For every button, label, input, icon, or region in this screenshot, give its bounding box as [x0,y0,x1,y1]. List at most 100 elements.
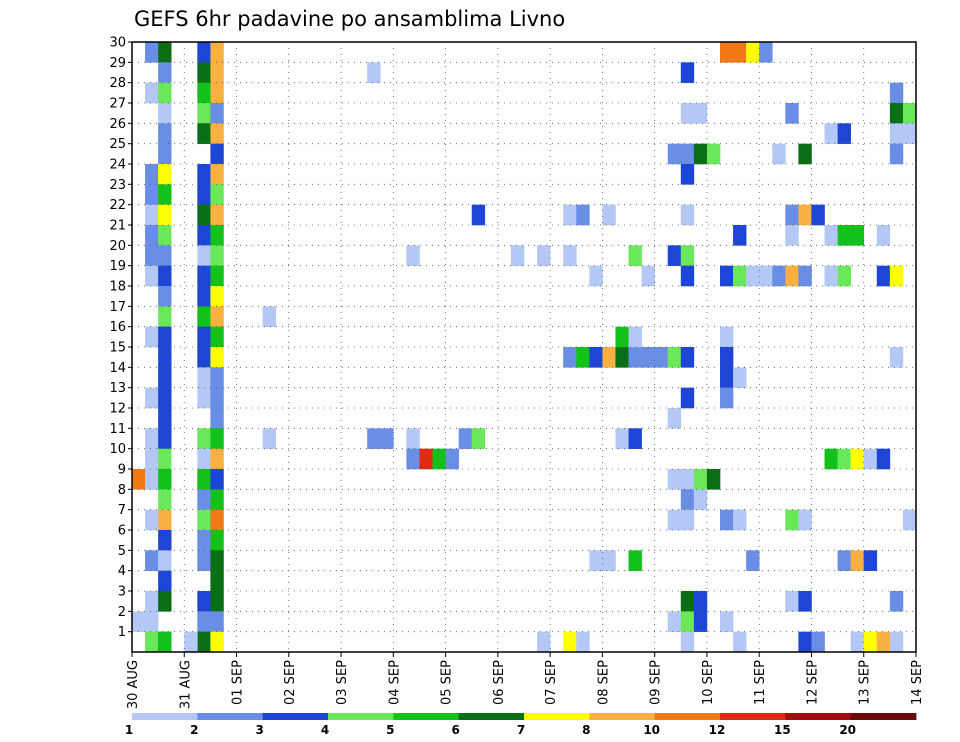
heatmap-cell [863,631,878,653]
y-tick-label: 16 [109,320,126,335]
heatmap-cell [641,265,655,287]
heatmap-cell [197,225,211,246]
heatmap-cell [158,428,172,449]
heatmap-cell [720,367,734,388]
colorbar-swatch [524,713,590,720]
y-tick-label: 2 [118,605,126,620]
colorbar-label: 12 [709,723,726,737]
heatmap-cell [145,326,159,348]
heatmap-cell [785,204,799,226]
heatmap-cell [680,469,695,490]
heatmap-cell [210,469,224,490]
heatmap-cell [197,469,211,490]
y-tick-label: 12 [109,402,126,417]
y-tick-label: 8 [118,483,126,498]
heatmap-cell [210,286,224,307]
heatmap-cell [458,428,473,449]
heatmap-cell [759,265,773,287]
heatmap-cell [889,82,904,104]
heatmap-cell [145,204,159,226]
heatmap-cell [145,225,159,246]
heatmap-cell [145,82,159,104]
heatmap-cell [850,448,865,470]
heatmap-cell [876,225,891,246]
heatmap-cell [158,448,172,470]
heatmap-cell [158,143,172,165]
heatmap-cell [680,265,695,287]
plot-frame [131,41,917,653]
heatmap-cell [680,591,695,612]
heatmap-cell [876,265,891,287]
heatmap-cell [733,367,747,388]
x-tick-label: 14 SEP [910,660,925,705]
heatmap-cell [628,347,642,368]
heatmap-cell [602,347,616,368]
x-tick-label: 05 SEP [440,660,455,705]
colorbar-swatch [654,713,721,720]
colorbar-label: 15 [774,723,791,737]
colorbar-swatch [262,713,329,720]
heatmap-cell [145,448,159,470]
heatmap-cell [680,143,695,165]
colorbar-swatch [785,713,852,720]
colorbar: 1 2 3 4 5 6 7 8 10 12 15 20 [125,713,917,737]
heatmap-cell [680,347,695,368]
heatmap-cell [889,123,904,144]
heatmap-cell [889,103,904,124]
heatmap-cell [563,347,577,368]
heatmap-cell [537,631,551,653]
heatmap-cell [680,245,695,266]
heatmap-cell [158,489,172,510]
heatmap-cell [471,428,486,449]
heatmap-cell [197,489,211,510]
heatmap-cell [158,530,172,551]
heatmap-cell [693,591,708,612]
y-tick-label: 5 [118,544,126,559]
y-tick-label: 17 [109,300,126,315]
heatmap-cell [563,631,577,653]
heatmap-cell [197,204,211,226]
colorbar-label: 8 [582,723,590,737]
heatmap-cell [210,428,224,449]
y-tick-label: 13 [109,381,126,396]
heatmap-cell [132,469,146,490]
colorbar-swatch [328,713,394,720]
heatmap-cell [720,509,734,531]
y-tick-label: 15 [109,341,126,356]
heatmap-cell [158,265,172,287]
heatmap-cell [850,550,865,571]
heatmap-cell [693,143,708,165]
heatmap-cell [262,428,277,449]
heatmap-cell [785,591,799,612]
heatmap-cell [197,245,211,266]
heatmap-cell [145,550,159,571]
heatmap-cell [197,306,211,327]
heatmap-cell [733,631,747,653]
heatmap-cell [197,82,211,104]
heatmap-cell [785,265,799,287]
heatmap-cell [210,143,224,165]
heatmap-cell [680,509,695,531]
heatmap-cell [406,448,420,470]
heatmap-cell [733,265,747,287]
heatmap-cell [811,204,825,226]
heatmap-cell [824,265,838,287]
heatmap-cell [132,611,146,632]
heatmap-cell [197,286,211,307]
y-tick-label: 23 [109,178,126,193]
heatmap-cell [628,550,642,571]
heatmap-cell [746,42,760,63]
heatmap-cell [850,631,865,653]
heatmap-cell [837,123,851,144]
y-tick-label: 9 [118,463,126,478]
heatmap-cell [210,611,224,632]
heatmap-cell [759,42,773,63]
heatmap-cell [889,265,904,287]
heatmap-cell [197,265,211,287]
colorbar-label: 7 [517,723,525,737]
heatmap-cell [210,184,224,205]
heatmap-cell [145,184,159,205]
heatmap-cell [680,62,695,83]
heatmap-cell [680,631,695,653]
heatmap-cell [210,489,224,510]
